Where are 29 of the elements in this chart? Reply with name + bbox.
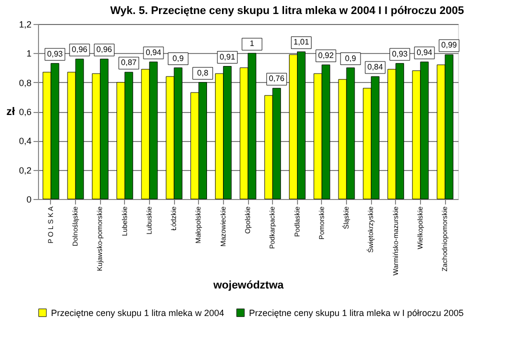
y-tick-label: 1,2 <box>18 20 32 30</box>
chart-title: Wyk. 5. Przeciętne ceny skupu 1 litra mleka w 2004 I I półroczu 2005 <box>110 5 464 17</box>
legend-label: Przeciętne ceny skupu 1 litra mleka w 2004 <box>51 308 224 318</box>
y-tick-label: 0,4 <box>18 136 32 146</box>
data-label: 0,76 <box>268 74 285 84</box>
data-label: 1,01 <box>293 38 310 47</box>
y-tick-label: 0,8 <box>18 78 32 88</box>
y-tick-label: 1 <box>26 48 32 59</box>
data-label: 0,92 <box>318 50 334 60</box>
data-label: 0,91 <box>220 52 236 62</box>
x-axis-title: województwa <box>212 279 285 292</box>
data-label: 0,9 <box>344 54 357 63</box>
data-label: 0,93 <box>47 49 64 58</box>
data-label: 1 <box>250 39 255 48</box>
data-label: 0,93 <box>392 49 408 58</box>
data-label: 0,84 <box>367 62 384 72</box>
data-label: 0,96 <box>72 45 88 54</box>
y-axis-title: zł <box>6 106 15 118</box>
data-label: 0,9 <box>172 54 184 63</box>
data-label: 0,8 <box>197 68 209 78</box>
y-tick-label: 0,2 <box>18 165 32 176</box>
y-tick-label: 0 <box>26 194 32 204</box>
data-label: 0,96 <box>96 45 113 54</box>
data-label: 0,87 <box>121 58 138 68</box>
legend-label: Przeciętne ceny skupu 1 litra mleka w I półroczu 2005 <box>249 308 464 318</box>
data-label: 0,94 <box>146 48 162 57</box>
y-tick-label: 0,6 <box>18 107 32 117</box>
data-label: 0,99 <box>441 40 458 50</box>
data-label: 0,94 <box>416 48 433 57</box>
